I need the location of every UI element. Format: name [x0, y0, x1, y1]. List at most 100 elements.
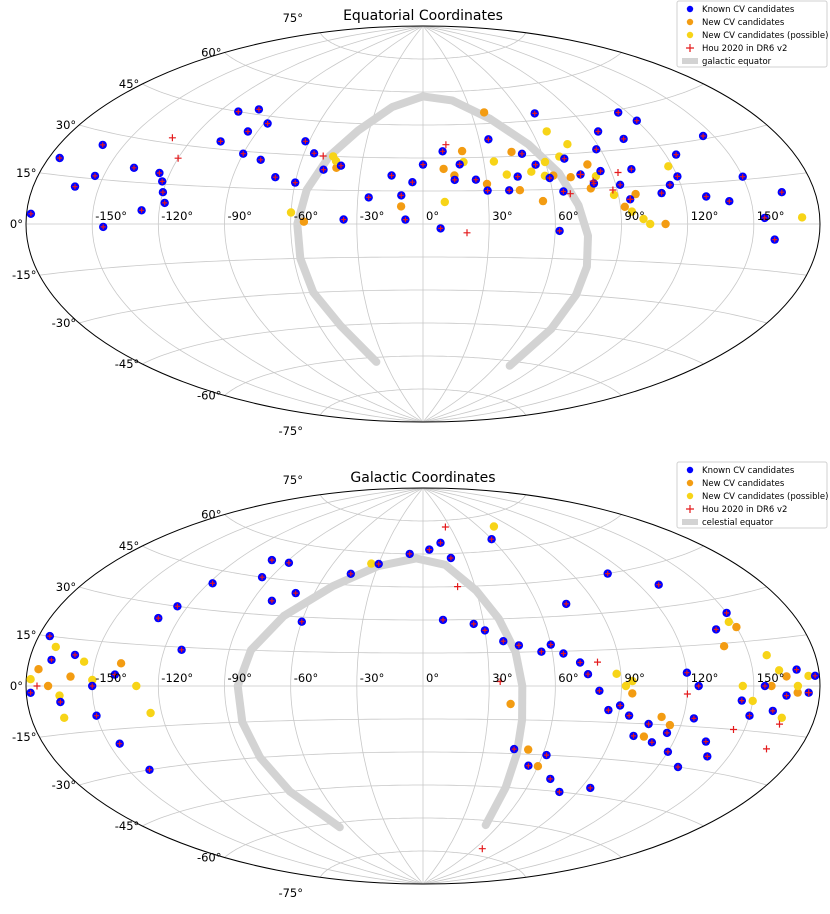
- new-cv-point: [34, 665, 43, 674]
- new-cv-point: [479, 108, 489, 117]
- possible-cv-point: [724, 617, 733, 627]
- hou-overlap-marker: [293, 590, 299, 596]
- hou-overlap-marker: [696, 683, 702, 689]
- new-cv-point: [515, 186, 525, 195]
- hou-point: [577, 171, 584, 178]
- lon-tick-label: 0°: [426, 209, 439, 223]
- hou-overlap-marker: [703, 194, 709, 199]
- hou-overlap-marker: [72, 652, 78, 658]
- hou-overlap-marker: [703, 739, 709, 745]
- lon-tick-label: 120°: [691, 671, 719, 685]
- equator-curve-line: [293, 92, 592, 370]
- hou-overlap-marker: [506, 187, 512, 193]
- hou-point: [805, 689, 813, 697]
- hou-overlap-marker: [485, 136, 491, 142]
- hou-overlap-marker: [409, 179, 415, 185]
- hou-overlap-marker: [664, 730, 670, 736]
- hou-point: [168, 134, 176, 142]
- legend: Known CV candidates New CV candidates New …: [676, 0, 828, 68]
- hou-overlap-marker: [438, 540, 443, 546]
- lon-tick-label: 90°: [625, 209, 645, 223]
- hou-overlap-marker: [426, 547, 432, 553]
- new-cv-point: [439, 164, 448, 174]
- galactic-plot: -150° -120° -90° -60° -30° 0° 30° 60° 90° 120° 150…: [10, 461, 828, 900]
- possible-cv-point: [540, 157, 550, 167]
- map-boundary: [25, 487, 821, 885]
- lat-tick-label: -15°: [12, 730, 37, 744]
- hou-overlap-marker: [438, 225, 444, 231]
- hou-overlap-marker: [292, 180, 298, 186]
- hou-overlap-marker: [272, 174, 278, 180]
- hou-overlap-marker: [591, 181, 597, 186]
- hou-overlap-marker: [398, 192, 404, 198]
- hou-overlap-marker: [57, 699, 63, 705]
- hou-overlap-marker: [341, 217, 347, 222]
- hou-overlap-marker: [634, 118, 640, 124]
- possible-cv-point: [738, 681, 747, 691]
- hou-overlap-marker: [691, 715, 697, 721]
- hou-overlap-marker: [747, 713, 752, 719]
- hou-point: [442, 141, 450, 149]
- lon-tick-label: 150°: [757, 671, 785, 685]
- possible-cv-point: [286, 208, 296, 217]
- lon-tick-label: -60°: [294, 671, 319, 685]
- lat-tick-label: 75°: [283, 11, 303, 25]
- possible-cv-point: [146, 708, 155, 718]
- hou-overlap-marker: [407, 551, 413, 557]
- legend-label: New CV candidates (possible): [702, 492, 828, 502]
- hou-overlap-marker: [338, 163, 344, 169]
- legend-label: Hou 2020 in DR6 v2: [702, 505, 787, 515]
- hou-overlap-marker: [473, 177, 479, 183]
- lon-tick-label: -90°: [228, 671, 253, 685]
- lon-tick-label: 0°: [426, 671, 439, 685]
- possible-cv-point: [777, 713, 786, 722]
- hou-overlap-marker: [560, 189, 566, 194]
- possible-cv-point: [627, 207, 637, 216]
- hou-overlap-marker: [89, 683, 95, 689]
- hou-overlap-marker: [245, 129, 251, 134]
- lat-tick-label: -60°: [197, 389, 222, 403]
- legend-box: [676, 461, 828, 529]
- possible-cv-point: [59, 713, 69, 722]
- parallel-line: [224, 817, 622, 858]
- hou-overlap-marker: [724, 610, 730, 616]
- hou-overlap-marker: [713, 626, 719, 632]
- parallel-line: [79, 586, 767, 621]
- hou-point: [463, 229, 471, 237]
- lat-tick-label: 30°: [56, 580, 76, 594]
- lon-tick-label: 60°: [558, 209, 578, 223]
- hou-overlap-marker: [47, 633, 53, 639]
- hou-overlap-marker: [794, 667, 800, 673]
- possible-cv-point: [664, 162, 673, 171]
- hou-overlap-marker: [704, 753, 710, 759]
- new-cv-point: [524, 745, 533, 754]
- hou-point: [609, 186, 617, 194]
- hou-overlap-marker: [147, 767, 152, 773]
- possible-cv-point: [527, 167, 536, 176]
- hou-overlap-marker: [556, 789, 562, 795]
- hou-overlap-marker: [675, 764, 681, 770]
- lat-tick-label: 0°: [10, 217, 23, 231]
- hou-overlap-marker: [784, 693, 789, 699]
- hou-overlap-marker: [585, 671, 591, 677]
- lat-tick-label: -60°: [197, 851, 222, 865]
- hou-overlap-marker: [605, 571, 611, 577]
- hou-overlap-marker: [547, 175, 553, 181]
- legend-label: Known CV candidates: [702, 466, 795, 476]
- parallel-line: [319, 494, 527, 522]
- hou-overlap-marker: [587, 785, 593, 791]
- hou-overlap-marker: [563, 601, 569, 607]
- parallel-line: [39, 172, 807, 192]
- hou-point: [594, 658, 601, 666]
- legend-marker-plus: [686, 44, 694, 52]
- hou-point: [566, 190, 574, 198]
- hou-overlap-marker: [739, 698, 745, 704]
- lat-tick-label: -75°: [278, 424, 303, 438]
- parallel-line: [319, 850, 527, 878]
- lat-tick-label: -75°: [278, 886, 303, 900]
- hou-overlap-marker: [667, 182, 673, 188]
- hou-overlap-marker: [49, 657, 54, 663]
- lon-tick-label: 60°: [558, 671, 578, 685]
- hou-point: [174, 154, 182, 162]
- hou-overlap-marker: [131, 165, 137, 171]
